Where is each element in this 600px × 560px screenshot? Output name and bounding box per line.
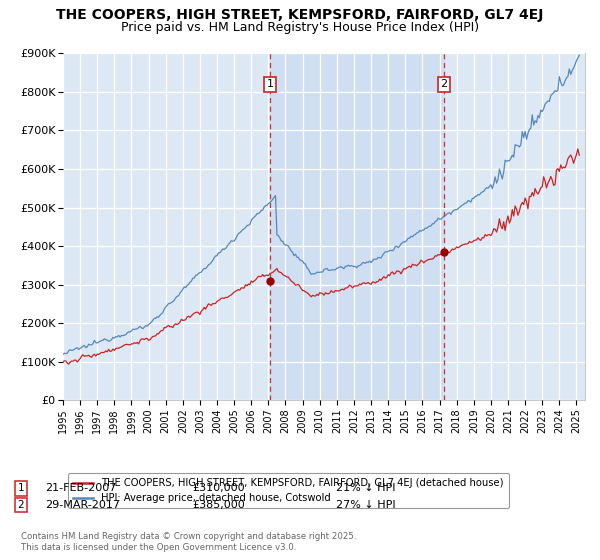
Text: £310,000: £310,000 <box>192 483 245 493</box>
Text: Price paid vs. HM Land Registry's House Price Index (HPI): Price paid vs. HM Land Registry's House … <box>121 21 479 34</box>
Text: 2: 2 <box>440 79 448 89</box>
Text: 21% ↓ HPI: 21% ↓ HPI <box>336 483 395 493</box>
Bar <box>271 53 444 400</box>
Text: 1: 1 <box>267 79 274 89</box>
Legend: THE COOPERS, HIGH STREET, KEMPSFORD, FAIRFORD, GL7 4EJ (detached house), HPI: Av: THE COOPERS, HIGH STREET, KEMPSFORD, FAI… <box>68 473 509 508</box>
Text: £385,000: £385,000 <box>192 500 245 510</box>
Text: 29-MAR-2017: 29-MAR-2017 <box>45 500 120 510</box>
Text: Contains HM Land Registry data © Crown copyright and database right 2025.
This d: Contains HM Land Registry data © Crown c… <box>21 532 356 552</box>
Text: 2: 2 <box>17 500 25 510</box>
Text: THE COOPERS, HIGH STREET, KEMPSFORD, FAIRFORD, GL7 4EJ: THE COOPERS, HIGH STREET, KEMPSFORD, FAI… <box>56 8 544 22</box>
Text: 27% ↓ HPI: 27% ↓ HPI <box>336 500 395 510</box>
Text: 1: 1 <box>17 483 25 493</box>
Text: 21-FEB-2007: 21-FEB-2007 <box>45 483 116 493</box>
